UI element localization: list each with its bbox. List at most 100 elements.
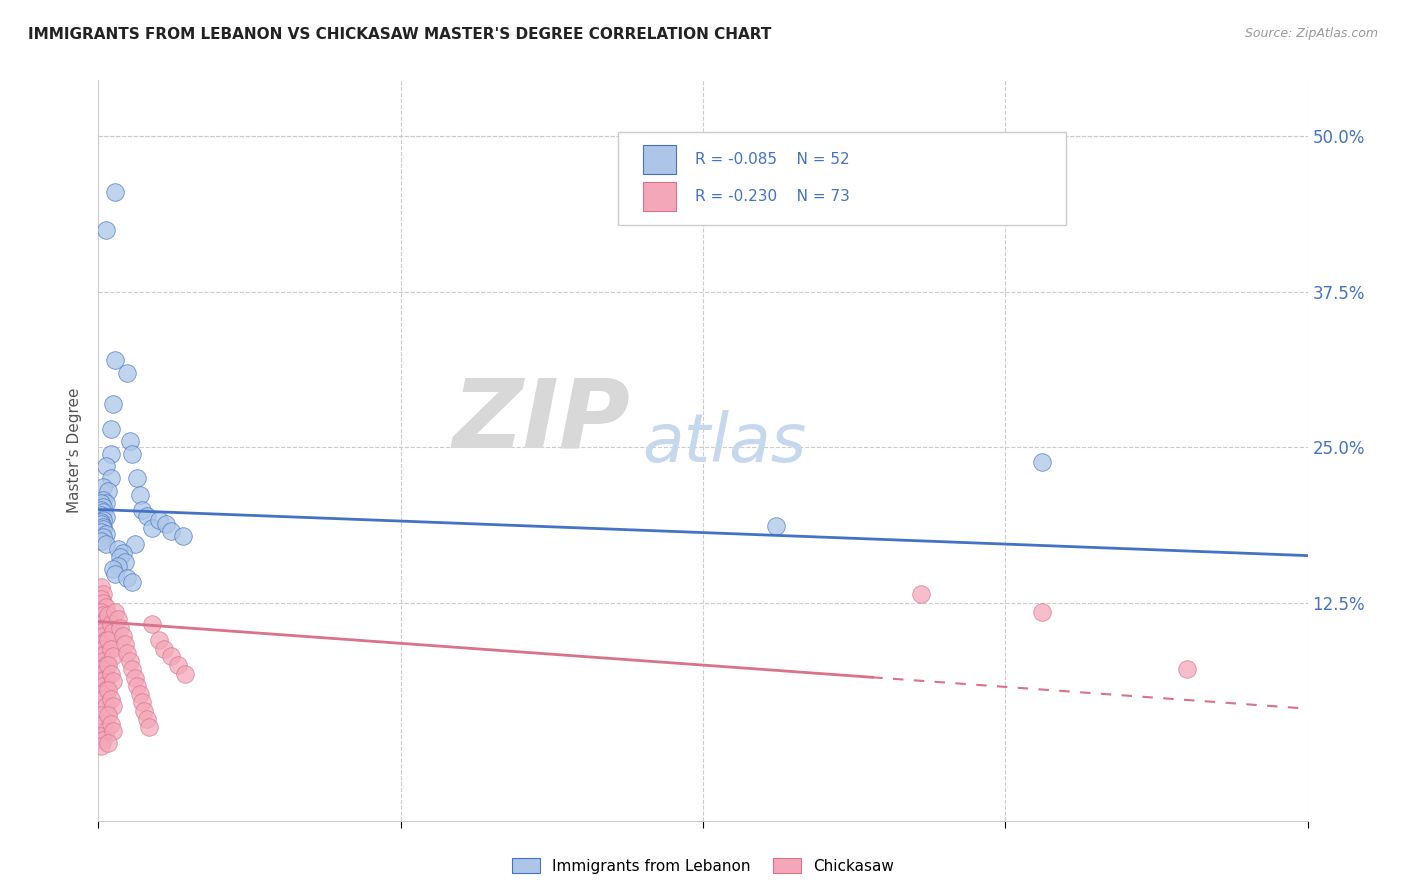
Point [91,691,114,706]
Point [90,729,112,743]
Point [131,502,153,516]
Point [90,687,112,701]
Point [148,512,170,526]
Point [91,621,114,635]
Point [101,624,124,639]
Point [90,533,112,548]
Point [141,521,163,535]
Point [91,530,114,544]
Text: R = -0.230    N = 73: R = -0.230 N = 73 [695,189,849,204]
Point [910,587,932,601]
Point [97,483,120,498]
Point [91,492,114,507]
Point [104,567,127,582]
Point [1175,662,1198,676]
Point [94,633,117,648]
Point [101,649,124,664]
Point [104,186,127,200]
Point [90,637,112,651]
Point [127,471,149,485]
Point [135,712,157,726]
Point [107,612,129,626]
Point [100,617,122,632]
Point [118,434,141,449]
Point [91,587,114,601]
Point [100,716,122,731]
Point [121,446,143,460]
Point [90,515,112,529]
Point [107,558,129,573]
Point [94,612,117,626]
FancyBboxPatch shape [643,145,676,174]
Point [1031,455,1053,469]
Point [101,724,124,739]
Point [117,646,139,660]
Point [174,666,197,681]
Text: R = -0.085    N = 52: R = -0.085 N = 52 [695,152,849,167]
Point [91,654,114,668]
Point [91,630,114,644]
Point [101,699,124,714]
Point [91,732,114,747]
Point [101,674,124,689]
Point [100,471,122,485]
Point [101,562,124,576]
Point [108,621,131,635]
Point [131,695,153,709]
Point [97,633,120,648]
Point [101,397,124,411]
Point [114,637,136,651]
Point [100,691,122,706]
Point [135,508,157,523]
Point [94,724,117,739]
Point [124,537,146,551]
Point [91,641,114,656]
Point [111,630,134,644]
Point [141,617,163,632]
Point [160,524,183,538]
Text: ZIP: ZIP [453,375,630,467]
FancyBboxPatch shape [619,132,1066,225]
Point [155,517,177,532]
Point [117,571,139,585]
Point [90,605,112,619]
Text: Source: ZipAtlas.com: Source: ZipAtlas.com [1244,27,1378,40]
Point [90,524,112,539]
Point [100,641,122,656]
Point [118,654,141,668]
Point [94,458,117,473]
Point [90,674,112,689]
Point [152,641,174,656]
Point [114,555,136,569]
Point [91,480,114,494]
Point [91,505,114,519]
Point [97,608,120,623]
Point [91,520,114,534]
Point [90,496,112,510]
Point [138,720,160,734]
Point [1031,605,1053,619]
Point [100,422,122,436]
Point [121,662,143,676]
Point [128,488,150,502]
Point [90,508,112,522]
Point [94,699,117,714]
Point [111,546,134,560]
Point [90,707,112,722]
Text: IMMIGRANTS FROM LEBANON VS CHICKASAW MASTER'S DEGREE CORRELATION CHART: IMMIGRANTS FROM LEBANON VS CHICKASAW MAS… [28,27,772,42]
Point [108,549,131,564]
Point [94,646,117,660]
Point [90,517,112,532]
Point [128,687,150,701]
Point [90,662,112,676]
Point [134,704,156,718]
Point [100,446,122,460]
Point [90,624,112,639]
Point [172,529,194,543]
Point [97,683,120,698]
Point [104,605,127,619]
Point [94,527,117,541]
Point [91,679,114,693]
Point [97,707,120,722]
Point [97,737,120,751]
